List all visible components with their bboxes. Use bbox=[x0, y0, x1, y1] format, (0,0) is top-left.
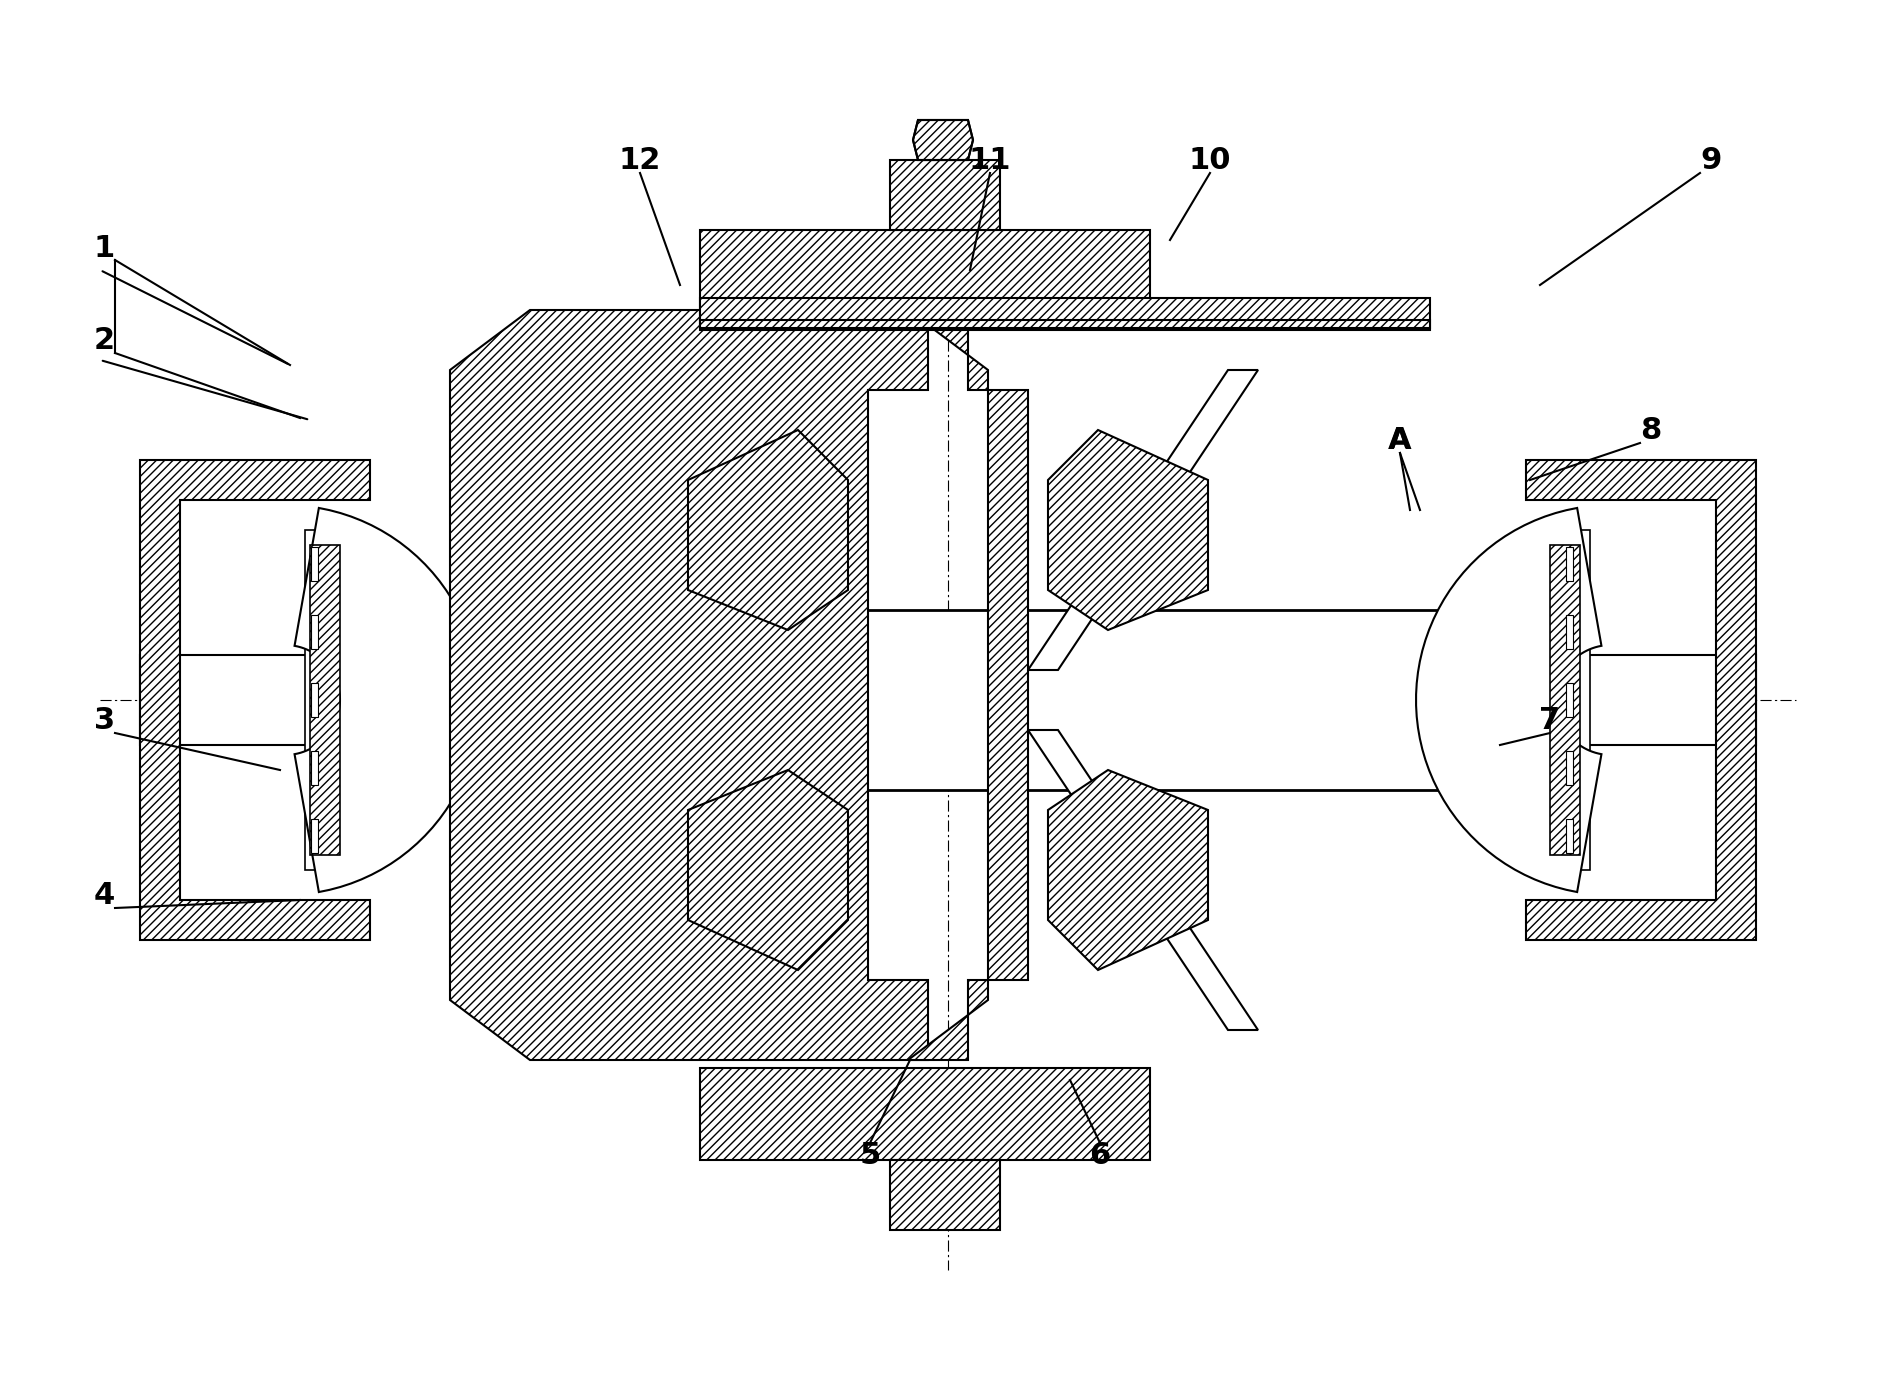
Polygon shape bbox=[305, 530, 336, 870]
Text: 11: 11 bbox=[969, 146, 1011, 175]
Polygon shape bbox=[1551, 545, 1579, 855]
Polygon shape bbox=[700, 1067, 1151, 1160]
Polygon shape bbox=[140, 459, 370, 940]
Text: 4: 4 bbox=[93, 880, 116, 909]
Polygon shape bbox=[700, 321, 1430, 328]
Text: 2: 2 bbox=[95, 326, 116, 354]
Text: 10: 10 bbox=[1189, 146, 1231, 175]
Polygon shape bbox=[294, 508, 480, 892]
Polygon shape bbox=[1526, 459, 1756, 940]
Polygon shape bbox=[637, 371, 868, 670]
Text: 7: 7 bbox=[1540, 705, 1560, 734]
Polygon shape bbox=[889, 1160, 999, 1230]
Bar bbox=[1566, 819, 1574, 854]
Polygon shape bbox=[688, 430, 848, 630]
Bar bbox=[311, 547, 319, 582]
Bar bbox=[1566, 751, 1574, 786]
Polygon shape bbox=[1028, 371, 1259, 670]
Polygon shape bbox=[1416, 508, 1602, 892]
Bar bbox=[1566, 615, 1574, 650]
Text: 6: 6 bbox=[1090, 1141, 1111, 1170]
Polygon shape bbox=[311, 545, 339, 855]
Text: 12: 12 bbox=[618, 146, 662, 175]
Polygon shape bbox=[1560, 530, 1591, 870]
Polygon shape bbox=[140, 655, 421, 745]
Polygon shape bbox=[637, 730, 868, 1030]
Bar bbox=[311, 751, 319, 786]
Polygon shape bbox=[1048, 430, 1208, 630]
Bar bbox=[311, 615, 319, 650]
Polygon shape bbox=[688, 770, 848, 970]
Bar bbox=[1566, 683, 1574, 718]
Bar bbox=[311, 683, 319, 718]
Text: 5: 5 bbox=[859, 1141, 880, 1170]
Polygon shape bbox=[400, 609, 1496, 790]
Text: 3: 3 bbox=[95, 705, 116, 734]
Polygon shape bbox=[1475, 655, 1756, 745]
Text: A: A bbox=[1388, 426, 1413, 454]
Polygon shape bbox=[700, 230, 1151, 321]
Text: 9: 9 bbox=[1701, 146, 1722, 175]
Text: 8: 8 bbox=[1640, 415, 1661, 444]
Polygon shape bbox=[449, 310, 927, 1060]
Bar bbox=[1566, 547, 1574, 582]
Polygon shape bbox=[1028, 730, 1259, 1030]
Polygon shape bbox=[700, 298, 1430, 330]
Polygon shape bbox=[1048, 770, 1208, 970]
Polygon shape bbox=[914, 119, 973, 160]
Text: 1: 1 bbox=[93, 233, 116, 262]
Text: A: A bbox=[1390, 426, 1411, 454]
Polygon shape bbox=[908, 310, 1028, 1060]
Polygon shape bbox=[889, 160, 999, 230]
Bar bbox=[311, 819, 319, 854]
